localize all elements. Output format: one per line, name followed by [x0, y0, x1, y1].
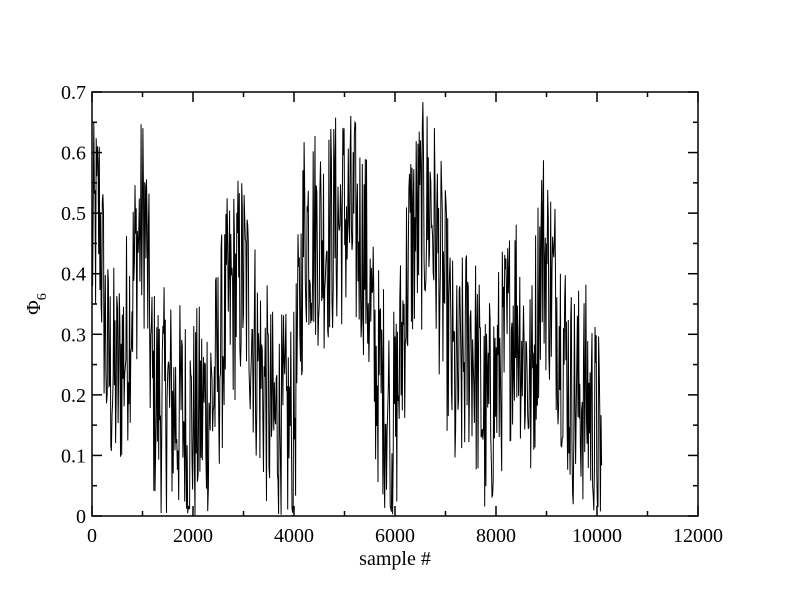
x-tick-label: 4000	[274, 525, 314, 547]
y-tick-label: 0.3	[61, 324, 86, 346]
y-axis-label-subscript: 6	[35, 293, 50, 300]
x-tick-label: 2000	[173, 525, 213, 547]
x-tick-label: 10000	[572, 525, 622, 547]
y-tick-label: 0.7	[61, 82, 86, 104]
x-tick-label: 6000	[375, 525, 415, 547]
y-tick-label: 0.2	[61, 385, 86, 407]
x-tick-label: 8000	[476, 525, 516, 547]
data-series	[91, 102, 603, 516]
y-tick-label: 0.6	[61, 143, 86, 165]
series-line	[91, 102, 603, 516]
x-tick-label: 0	[87, 525, 97, 547]
y-axis-label-base: Φ	[23, 300, 45, 315]
y-axis-label: Φ6	[23, 293, 50, 315]
y-tick-label: 0.4	[61, 264, 86, 286]
y-tick-label: 0	[76, 506, 86, 528]
axes: 0 2000 4000 6000 8000 10000 12000 0 0.1 0.2 0.3 0.4…	[61, 82, 723, 547]
y-tick-label: 0.5	[61, 203, 86, 225]
y-tick-label: 0.1	[61, 445, 86, 467]
x-axis-label: sample #	[359, 548, 431, 570]
x-tick-label: 12000	[673, 525, 723, 547]
